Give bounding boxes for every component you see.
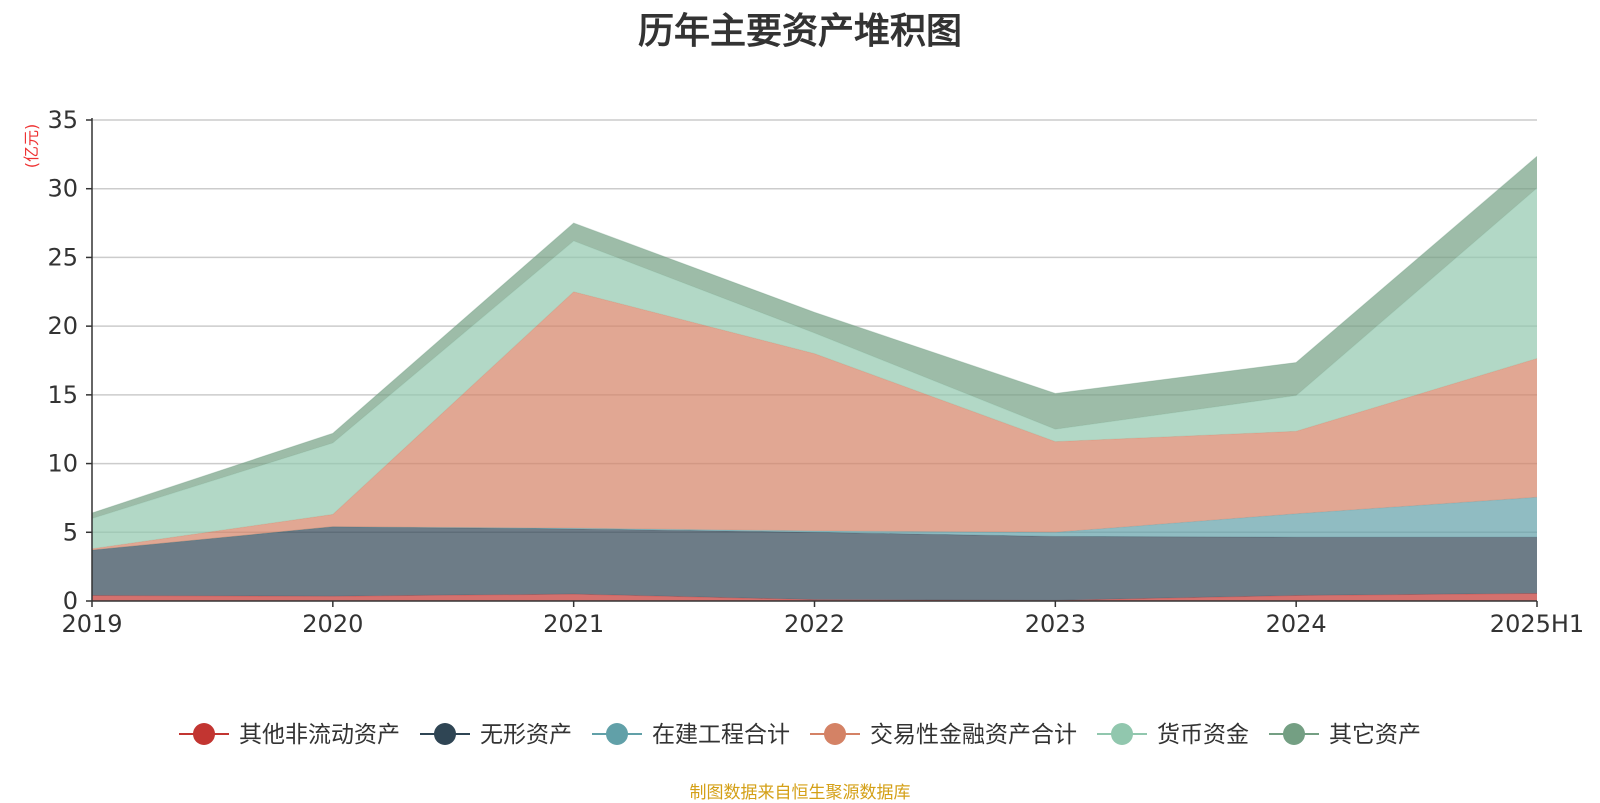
- legend-label: 在建工程合计: [652, 722, 790, 748]
- legend-item-4[interactable]: 货币资金: [1097, 722, 1249, 748]
- area-series-4: [92, 188, 1537, 549]
- legend[interactable]: 其他非流动资产 无形资产 在建工程合计 交易性金融资产合计 货币资金 其它资产: [179, 722, 1421, 748]
- legend-dot-icon: [606, 723, 628, 745]
- area-series-edge-1: [91, 526, 1537, 551]
- chart-title: 历年主要资产堆积图: [637, 11, 962, 52]
- x-tick-label: 2020: [302, 610, 363, 638]
- y-tick-label: 15: [47, 381, 78, 409]
- source-note: 制图数据来自恒生聚源数据库: [689, 783, 911, 803]
- legend-dot-icon: [434, 723, 456, 745]
- y-tick-label: 0: [63, 587, 78, 615]
- area-series-edge-0: [91, 592, 1538, 601]
- area-series-layer: [91, 156, 1538, 601]
- x-tick-label: 2021: [543, 610, 604, 638]
- y-axis-unit-label: (亿元): [22, 124, 41, 169]
- x-tick-label: 2025H1: [1490, 610, 1584, 638]
- legend-label: 无形资产: [480, 722, 572, 748]
- x-tick-label: 2019: [61, 610, 122, 638]
- legend-dot-icon: [824, 723, 846, 745]
- y-tick-label: 5: [63, 518, 78, 546]
- legend-dot-icon: [1283, 723, 1305, 745]
- y-tick-label: 35: [47, 106, 78, 134]
- legend-dot-icon: [193, 723, 215, 745]
- x-tick-label: 2022: [784, 610, 845, 638]
- legend-dot-icon: [1111, 723, 1133, 745]
- legend-label: 其他非流动资产: [239, 722, 400, 748]
- legend-item-5[interactable]: 其它资产: [1269, 722, 1421, 748]
- axes: 0 5 10 15 20 25 30 35 2019 2020 2021 2022 2023 2024 20…: [47, 106, 1584, 638]
- legend-label: 交易性金融资产合计: [870, 722, 1077, 748]
- legend-label: 其它资产: [1329, 722, 1421, 748]
- legend-item-3[interactable]: 交易性金融资产合计: [810, 722, 1077, 748]
- y-tick-label: 30: [47, 175, 78, 203]
- legend-item-1[interactable]: 无形资产: [420, 722, 572, 748]
- area-series-3: [92, 291, 1537, 551]
- area-series-0: [92, 593, 1537, 601]
- legend-label: 货币资金: [1157, 722, 1249, 748]
- area-series-2: [92, 497, 1537, 551]
- area-series-edge-5: [91, 156, 1538, 514]
- legend-item-0[interactable]: 其他非流动资产: [179, 722, 400, 748]
- x-tick-label: 2024: [1266, 610, 1327, 638]
- y-tick-label: 10: [47, 450, 78, 478]
- y-tick-label: 25: [47, 243, 78, 271]
- x-tick-label: 2023: [1025, 610, 1086, 638]
- area-series-1: [92, 526, 1537, 601]
- y-tick-label: 20: [47, 312, 78, 340]
- legend-item-2[interactable]: 在建工程合计: [592, 722, 790, 748]
